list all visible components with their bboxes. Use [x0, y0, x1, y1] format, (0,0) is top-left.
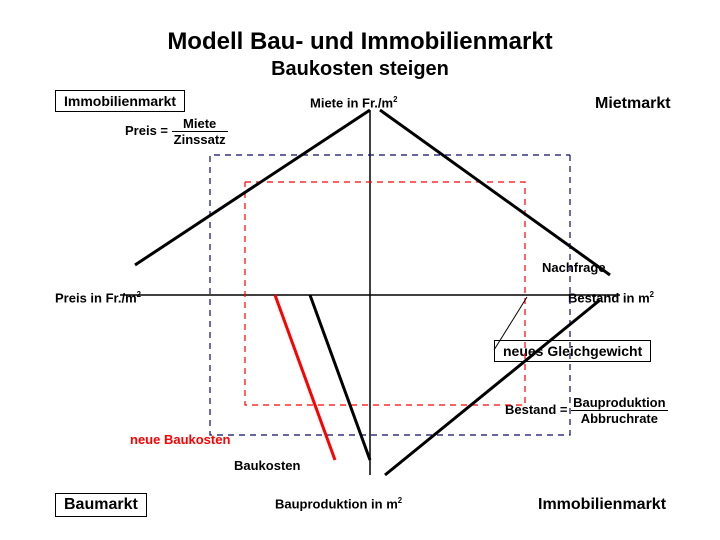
- equilibrium-box-inner: [245, 182, 525, 405]
- four-quadrant-diagram: [0, 0, 720, 540]
- preis-line: [135, 110, 370, 265]
- demand-line: [380, 110, 610, 275]
- gg-pointer: [494, 297, 527, 350]
- stock-line: [385, 300, 600, 475]
